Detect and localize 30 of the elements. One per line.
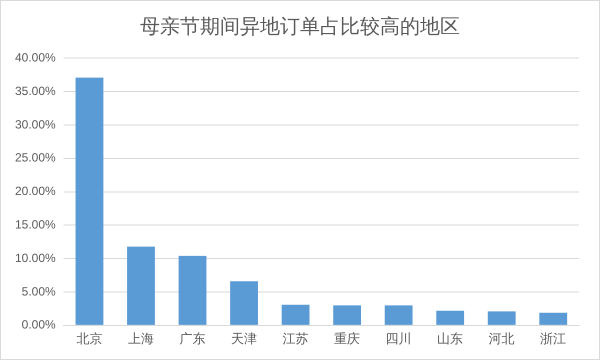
x-tick-label: 上海 (128, 330, 154, 346)
bar (539, 312, 568, 325)
x-tick-label: 四川 (386, 330, 412, 346)
bar (333, 305, 362, 325)
x-tick-label: 北京 (76, 330, 102, 346)
x-tick-label: 河北 (488, 330, 515, 346)
x-tick-label: 重庆 (334, 330, 360, 346)
bar (178, 256, 206, 325)
y-tick-label: 40.00% (14, 50, 56, 65)
x-tick-label: 山东 (437, 330, 464, 346)
y-tick-label: 0.00% (22, 318, 56, 332)
bar (436, 310, 464, 325)
y-tick-label: 25.00% (14, 150, 56, 165)
chart-title: 母亲节期间异地订单占比较高的地区 (139, 13, 461, 40)
y-tick-label: 35.00% (14, 84, 56, 98)
bar (127, 246, 155, 325)
y-tick-label: 5.00% (22, 284, 56, 298)
x-tick-label: 天津 (231, 330, 258, 346)
y-tick-label: 10.00% (14, 250, 56, 265)
y-tick-label: 15.00% (14, 218, 56, 232)
bar (282, 304, 310, 325)
y-tick-label: 30.00% (14, 117, 56, 132)
bar (230, 281, 258, 325)
x-tick-label: 江苏 (282, 330, 309, 346)
bar (384, 305, 413, 325)
bar (76, 78, 104, 325)
bar (488, 311, 516, 325)
x-tick-label: 浙江 (540, 330, 566, 346)
y-tick-label: 20.00% (14, 184, 56, 198)
x-tick-label: 广东 (180, 330, 206, 346)
